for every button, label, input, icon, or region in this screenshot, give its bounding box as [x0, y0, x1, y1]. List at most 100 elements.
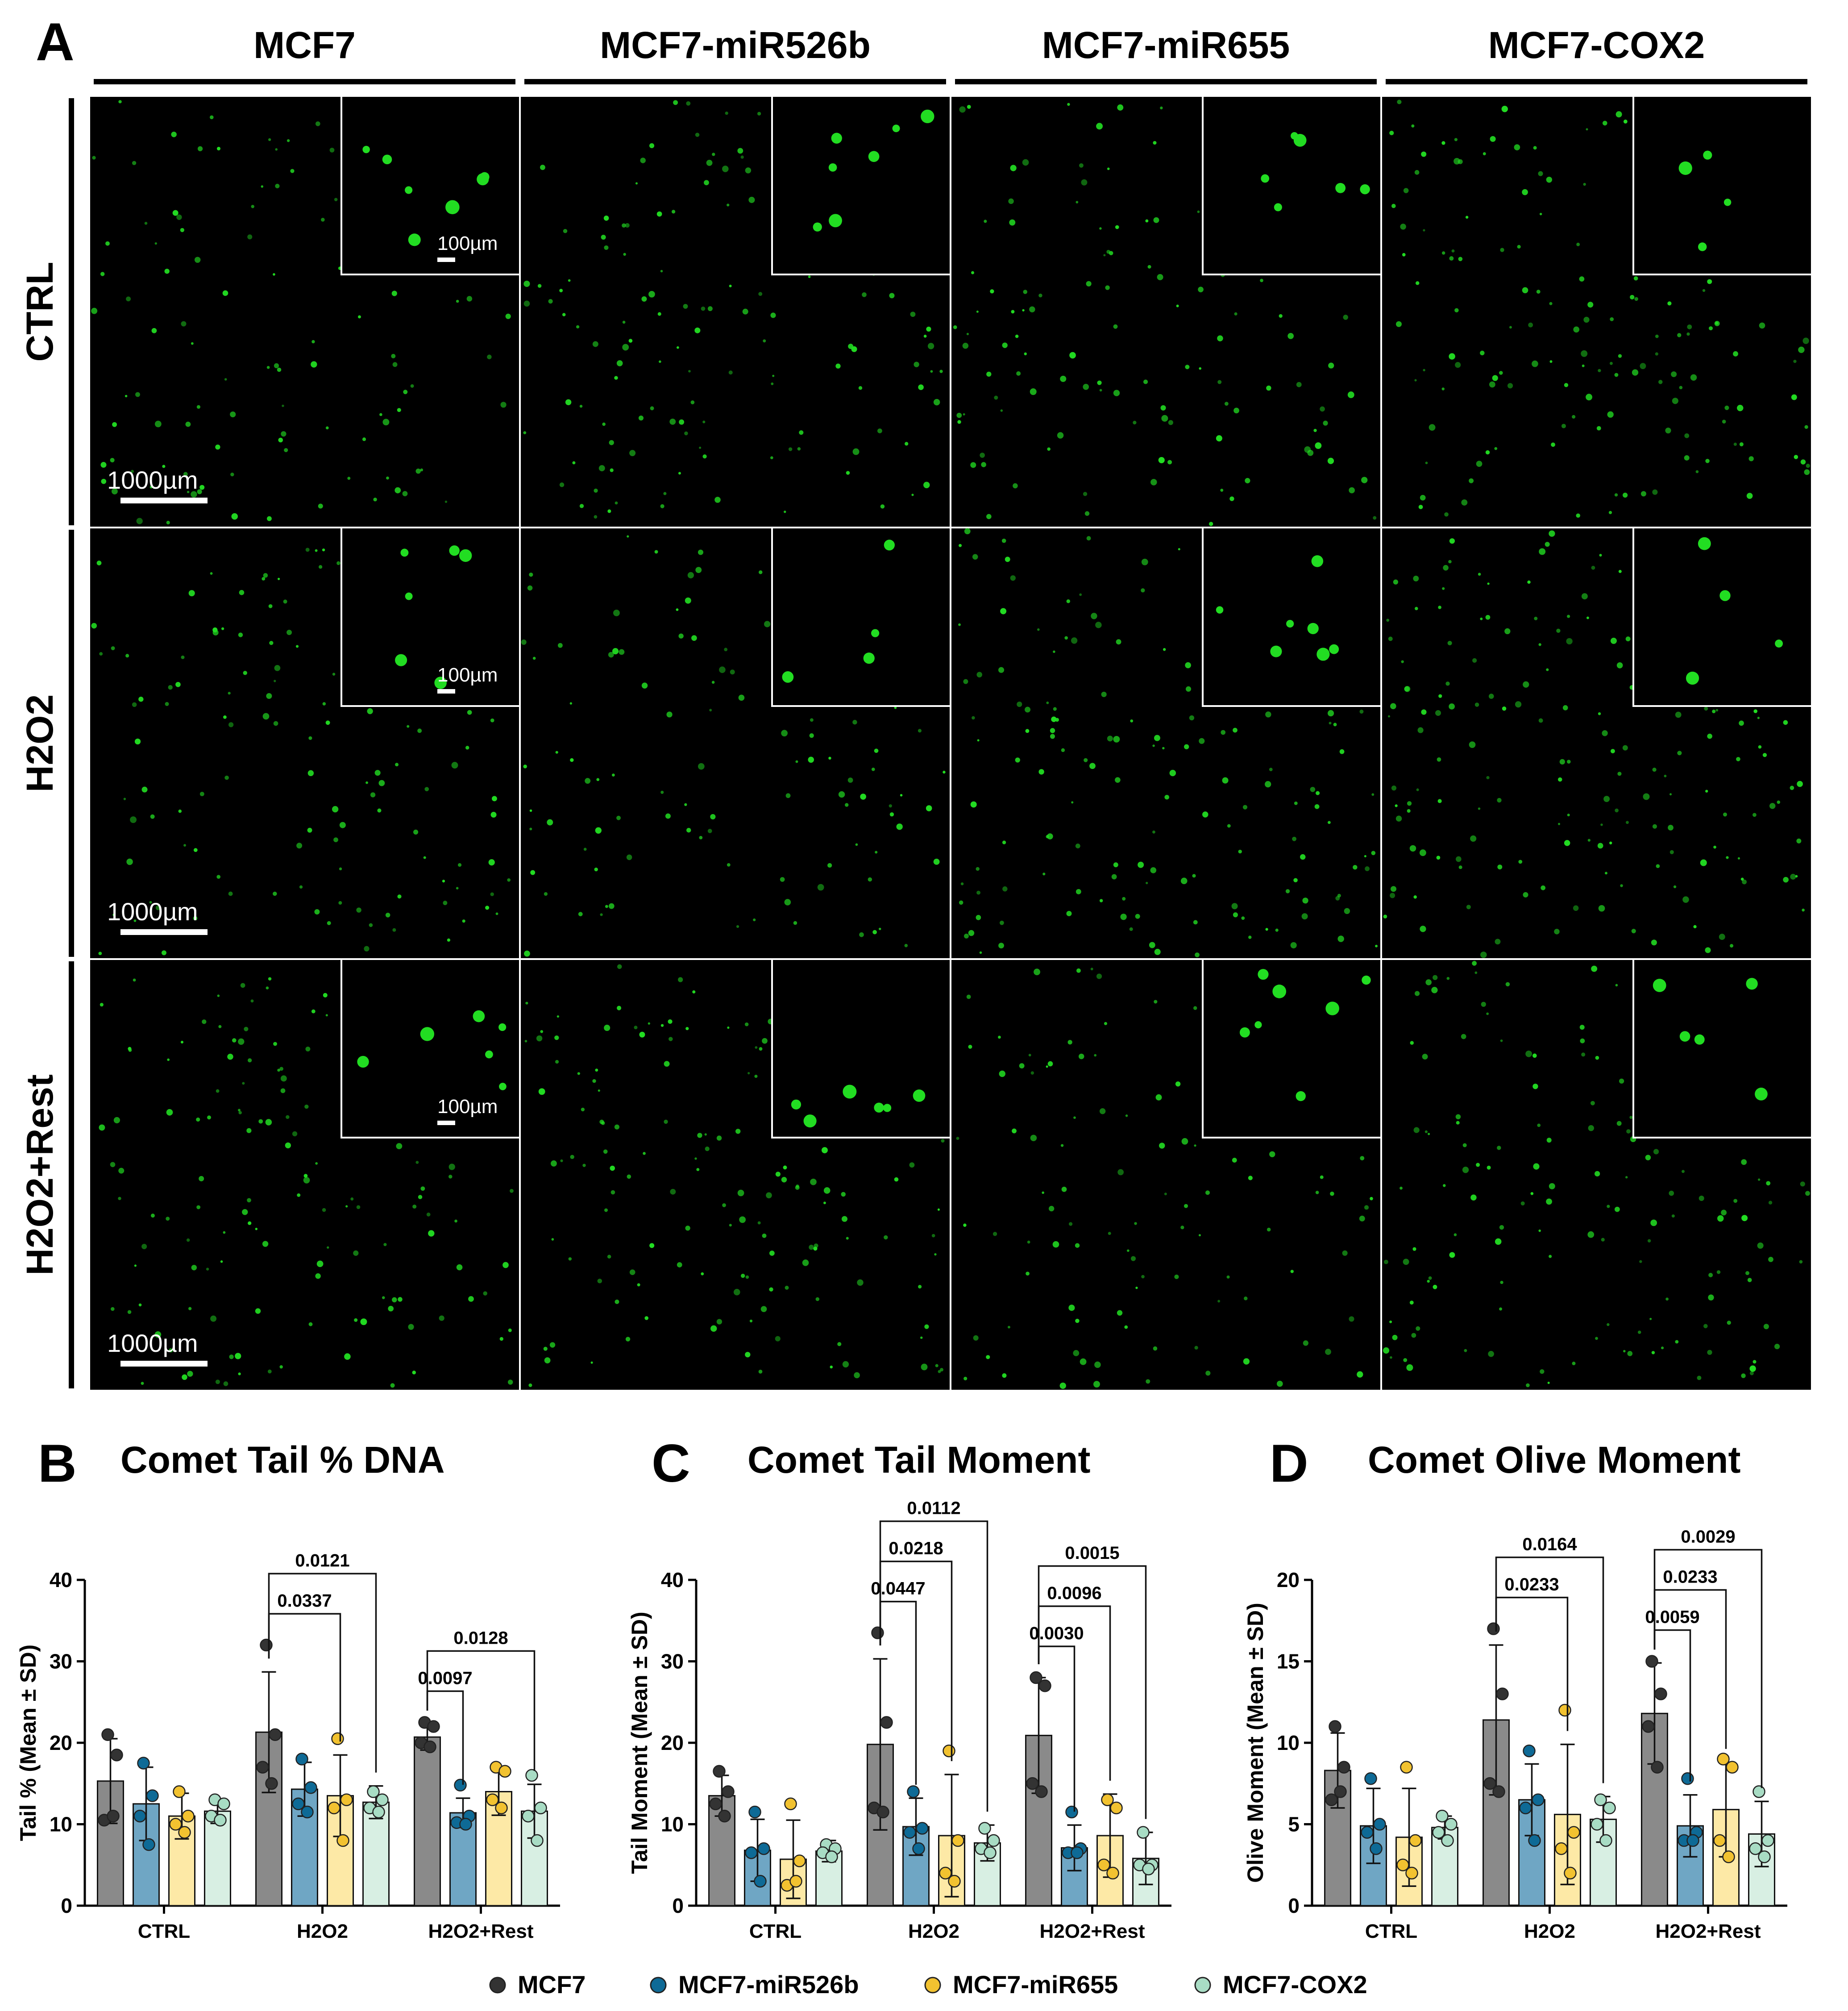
cell-dot	[745, 1275, 749, 1279]
cell-dot	[1540, 1369, 1545, 1374]
cell-dot	[926, 326, 931, 332]
cell-dot	[1060, 1144, 1064, 1147]
cell-dot	[247, 1198, 251, 1203]
x-tick-label: H2O2+Rest	[428, 1920, 533, 1942]
cell-dot	[835, 363, 841, 369]
cell-dot	[604, 1025, 610, 1031]
cell-dot	[1193, 920, 1198, 925]
cell-dot	[577, 1072, 580, 1075]
data-point	[939, 1866, 952, 1880]
cell-dot	[196, 1118, 200, 1122]
cell-dot	[669, 418, 676, 425]
cell-dot	[1515, 701, 1522, 708]
cell-dot	[1497, 864, 1503, 870]
cell-dot	[852, 719, 857, 725]
cell-dot	[634, 1026, 638, 1030]
cell-dot	[685, 597, 691, 604]
cell-dot	[1664, 774, 1667, 777]
cell-dot	[1046, 701, 1049, 704]
cell-dot	[392, 1297, 397, 1303]
cell-dot	[770, 456, 773, 460]
p-value-label: 0.0447	[871, 1579, 925, 1599]
cell-dot	[823, 1187, 831, 1194]
cell-dot	[953, 325, 957, 329]
cell-dot	[859, 932, 864, 937]
cell-dot	[1029, 306, 1035, 312]
cell-dot	[386, 476, 389, 480]
cell-dot	[1483, 152, 1486, 155]
cell-dot	[1009, 219, 1016, 226]
cell-dot	[238, 1109, 241, 1112]
cell-dot	[92, 156, 96, 160]
data-point	[825, 1850, 838, 1863]
cell-dot	[154, 242, 157, 245]
cell-dot	[1617, 772, 1622, 776]
cell-dot	[540, 1030, 544, 1033]
y-tick-label: 0	[672, 1894, 684, 1917]
y-axis-label: Tail % (Mean ± SD)	[16, 1645, 41, 1841]
data-point	[713, 1765, 726, 1778]
cell-dot	[1389, 130, 1394, 136]
cell-dot	[627, 535, 629, 538]
data-point	[1436, 1810, 1449, 1823]
cell-dot	[1093, 1381, 1100, 1388]
data-point	[372, 1805, 385, 1819]
cell-dot	[322, 548, 325, 552]
x-tick-label: H2O2	[297, 1920, 348, 1942]
cell-dot	[1150, 479, 1157, 486]
cell-dot	[1749, 1371, 1754, 1375]
cell-dot	[617, 1006, 622, 1010]
cell-dot	[1649, 1317, 1652, 1320]
cell-dot	[762, 1038, 768, 1044]
cell-dot	[1390, 703, 1396, 710]
data-point	[1564, 1866, 1577, 1880]
panel-letter-a: A	[36, 12, 75, 72]
cell-dot	[1655, 334, 1659, 338]
y-tick-label: 0	[1288, 1894, 1300, 1917]
cell-dot	[305, 1047, 311, 1051]
cell-dot	[570, 1155, 574, 1159]
inset-cell	[1325, 1001, 1339, 1015]
cell-dot	[1690, 374, 1697, 381]
cell-dot	[808, 275, 811, 278]
p-value-label: 0.0164	[1522, 1535, 1577, 1554]
cell-dot	[1806, 464, 1810, 468]
data-point	[1400, 1761, 1413, 1774]
cell-dot	[1083, 492, 1088, 496]
data-point	[367, 1785, 380, 1798]
cell-dot	[319, 565, 323, 569]
data-point	[1686, 1834, 1699, 1847]
cell-dot	[1449, 1252, 1455, 1258]
cell-dot	[1538, 718, 1543, 723]
cell-dot	[1364, 1205, 1369, 1210]
cell-dot	[613, 609, 620, 616]
cell-dot	[1722, 420, 1726, 424]
cell-dot	[1030, 1134, 1037, 1142]
cell-dot	[1395, 815, 1402, 822]
cell-dot	[1005, 557, 1010, 562]
cell-dot	[113, 1117, 120, 1124]
significance-bracket	[879, 1520, 988, 1812]
data-point	[101, 1728, 114, 1741]
cell-dot	[608, 903, 615, 909]
cell-dot	[323, 993, 328, 997]
cell-dot	[311, 361, 317, 368]
cell-dot	[1410, 1041, 1414, 1045]
cell-dot	[549, 1342, 556, 1348]
cell-dot	[854, 1372, 860, 1379]
cell-dot	[1083, 383, 1089, 390]
cell-dot	[1470, 1194, 1477, 1201]
cell-dot	[209, 115, 214, 120]
cell-dot	[356, 1205, 361, 1209]
cell-dot	[1586, 616, 1589, 619]
cell-dot	[1080, 1358, 1087, 1365]
cell-dot	[1757, 1242, 1764, 1249]
cell-dot	[202, 1019, 207, 1024]
cell-dot	[1564, 840, 1570, 846]
p-value-label: 0.0015	[1065, 1543, 1119, 1563]
cell-dot	[537, 284, 542, 288]
significance-bracket	[268, 1613, 341, 1742]
cell-dot	[1395, 804, 1398, 807]
cell-dot	[315, 1162, 318, 1165]
